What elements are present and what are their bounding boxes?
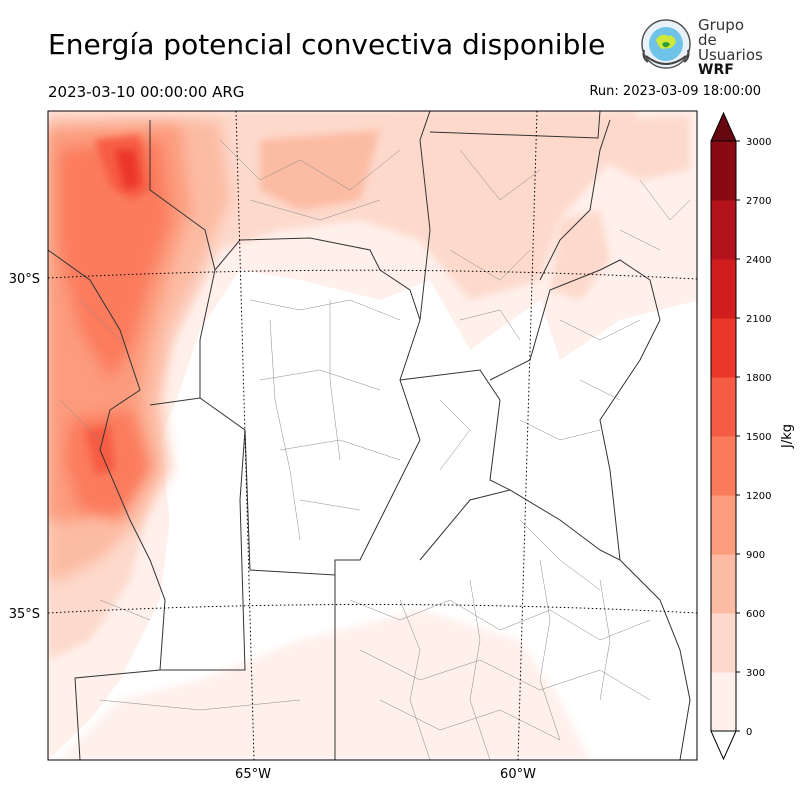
colorbar-swatch <box>711 200 736 260</box>
colorbar-swatch <box>711 259 736 319</box>
graticule <box>48 111 697 760</box>
colorbar-swatch <box>711 141 736 201</box>
lon-label: 60°W <box>500 767 536 782</box>
colorbar-swatch <box>711 377 736 437</box>
logo-line-1: Grupo de <box>698 16 744 49</box>
run-time: Run: 2023-03-09 18:00:00 <box>589 84 761 99</box>
colorbar-extend-high <box>710 111 737 142</box>
colorbar-tick-label: 2400 <box>746 255 771 266</box>
colorbar-swatch <box>711 318 736 378</box>
colorbar: 0 300 600 900 1200 1500 1800 2100 2400 2700 3000 <box>710 111 771 761</box>
colorbar-tick-label: 1200 <box>746 491 771 502</box>
colorbar-tick-label: 300 <box>746 668 765 679</box>
colorbar-tick-label: 600 <box>746 609 765 620</box>
lat-label: 35°S <box>9 607 40 622</box>
colorbar-tick-label: 0 <box>746 727 752 738</box>
cape-fill-layer <box>48 111 697 760</box>
lon-label: 65°W <box>235 767 271 782</box>
colorbar-swatch <box>711 436 736 496</box>
colorbar-tick-label: 900 <box>746 550 765 561</box>
province-borders <box>48 111 691 760</box>
colorbar-swatch <box>711 613 736 673</box>
colorbar-swatch <box>711 495 736 555</box>
colorbar-swatch <box>711 672 736 732</box>
map-border <box>47 110 698 761</box>
colorbar-swatch <box>711 554 736 614</box>
globe-icon <box>641 19 691 69</box>
colorbar-tick-label: 3000 <box>746 137 771 148</box>
colorbar-extend-low <box>710 730 737 761</box>
lat-label: 30°S <box>9 272 40 287</box>
page-title: Energía potencial convectiva disponible <box>48 28 606 61</box>
wrf-logo: Grupo de Usuarios WRF <box>636 14 766 78</box>
colorbar-tick-label: 2700 <box>746 196 771 207</box>
colorbar-tick-label: 2100 <box>746 314 771 325</box>
valid-time: 2023-03-10 00:00:00 ARG <box>48 83 245 101</box>
colorbar-unit: J/kg <box>780 424 795 449</box>
logo-line-2: Usuarios <box>698 46 763 64</box>
colorbar-tick-label: 1800 <box>746 373 771 384</box>
logo-line-3: WRF <box>698 62 734 78</box>
department-borders <box>59 139 691 760</box>
colorbar-tick-label: 1500 <box>746 432 771 443</box>
